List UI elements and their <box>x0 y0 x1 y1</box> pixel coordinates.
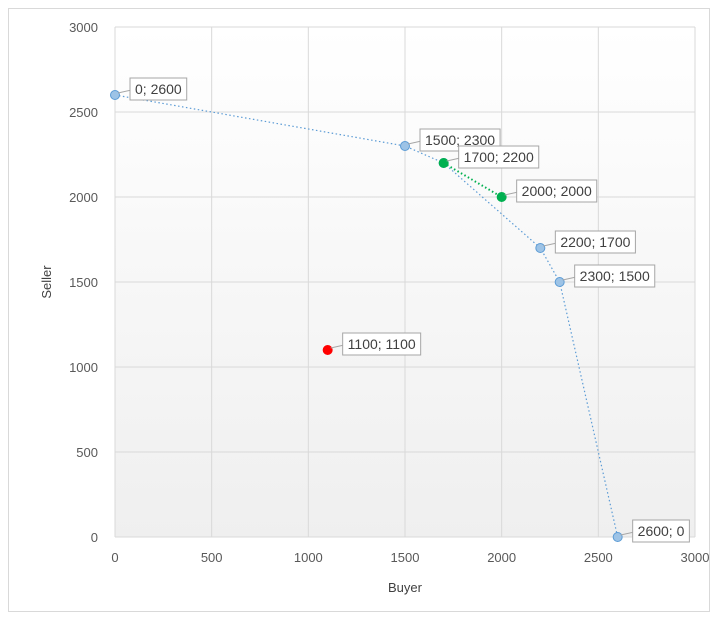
data-point <box>612 532 623 542</box>
data-label: 2000; 2000 <box>504 179 598 203</box>
x-tick-label: 2000 <box>487 550 516 565</box>
label-text: 2000; 2000 <box>522 183 592 199</box>
label-box <box>516 179 598 203</box>
y-axis-title: Seller <box>39 265 54 299</box>
y-tick-label: 500 <box>76 445 98 460</box>
y-axis-ticks: 0 500 1000 1500 2000 2500 3000 <box>69 20 98 545</box>
x-tick-label: 1000 <box>294 550 323 565</box>
x-tick-label: 500 <box>201 550 223 565</box>
data-point <box>438 158 449 168</box>
series-line <box>114 94 619 538</box>
data-point <box>400 141 410 151</box>
data-label: 2200; 1700 <box>543 230 636 254</box>
data-label: 2600; 0 <box>620 519 690 543</box>
data-points <box>110 90 623 542</box>
label-box <box>554 230 636 254</box>
data-point <box>496 192 507 202</box>
series-lines <box>114 94 619 538</box>
x-tick-label: 0 <box>111 550 118 565</box>
label-text: 2300; 1500 <box>580 268 650 284</box>
label-box <box>632 519 690 543</box>
data-point <box>554 277 565 287</box>
label-text: 2600; 0 <box>638 523 685 539</box>
label-text: 1100; 1100 <box>348 336 416 352</box>
x-tick-label: 3000 <box>681 550 710 565</box>
y-tick-label: 2500 <box>69 105 98 120</box>
data-label: 2300; 1500 <box>562 264 656 288</box>
label-box <box>574 264 656 288</box>
y-tick-label: 1000 <box>69 360 98 375</box>
y-tick-label: 1500 <box>69 275 98 290</box>
x-tick-label: 1500 <box>391 550 420 565</box>
series-line <box>443 162 503 198</box>
y-tick-label: 0 <box>91 530 98 545</box>
label-box <box>458 145 540 169</box>
label-box <box>129 77 188 101</box>
label-text: 0; 2600 <box>135 81 182 97</box>
x-axis-ticks: 0 500 1000 1500 2000 2500 3000 <box>111 550 709 565</box>
label-text: 1700; 2200 <box>464 149 534 165</box>
data-point <box>110 90 120 100</box>
label-text: 2200; 1700 <box>560 234 630 250</box>
label-text: 1500; 2300 <box>425 132 495 148</box>
y-tick-label: 2000 <box>69 190 98 205</box>
data-label: 0; 2600 <box>117 77 188 101</box>
label-box <box>342 332 422 356</box>
data-point <box>322 345 333 355</box>
data-point <box>535 243 546 253</box>
x-axis-title: Buyer <box>388 580 423 595</box>
data-label: 1700; 2200 <box>446 145 540 169</box>
y-tick-label: 3000 <box>69 20 98 35</box>
x-tick-label: 2500 <box>584 550 613 565</box>
data-label: 1100; 1100 <box>330 332 422 356</box>
